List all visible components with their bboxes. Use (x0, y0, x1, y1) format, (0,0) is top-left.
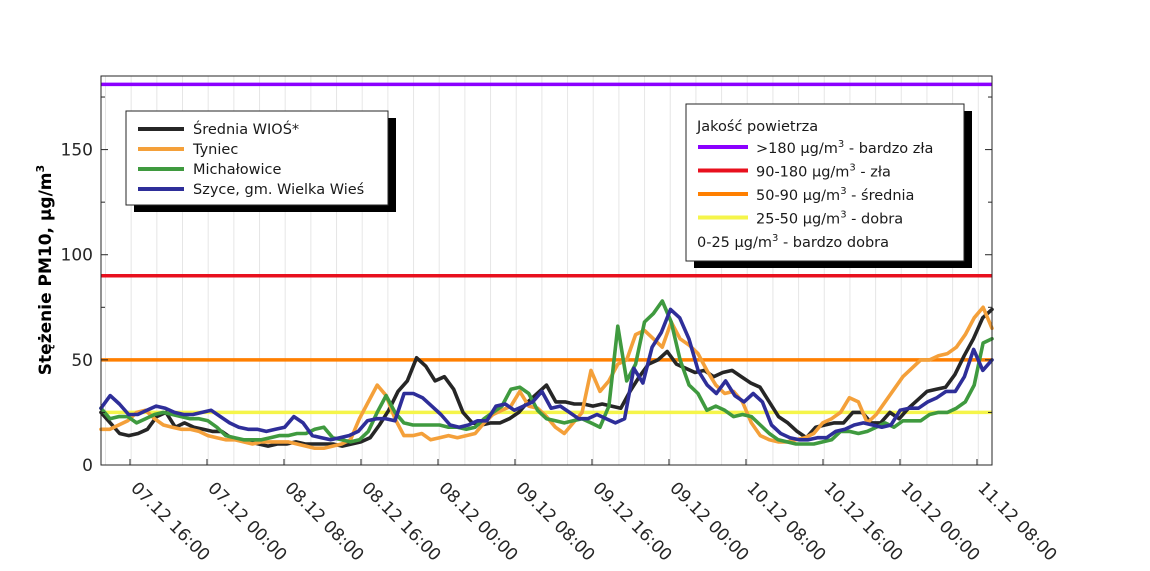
quality-legend: Jakość powietrza >180 µg/m3 - bardzo zła… (685, 103, 972, 268)
y-tick-label: 50 (71, 351, 93, 371)
x-tick-label: 10.12 08:00 (742, 478, 829, 565)
quality-label: 90-180 µg/m3 - zła (756, 163, 891, 181)
y-axis: 0 50 100 150 (61, 96, 992, 476)
x-tick-label: 11.12 08:00 (973, 478, 1060, 565)
x-tick-label: 10.12 00:00 (896, 478, 983, 565)
x-tick-label: 09.12 16:00 (588, 478, 675, 565)
plot-frame (100, 75, 993, 466)
quality-label: 25-50 µg/m3 - dobra (756, 210, 903, 228)
legend-label: Tyniec (192, 142, 238, 158)
series-legend: Średnia WIOŚ* Tyniec Michałowice Szyce, gm.… (125, 110, 396, 212)
x-tick-label: 09.12 08:00 (511, 478, 598, 565)
threshold-lines (101, 82, 992, 415)
x-tick-label: 08.12 08:00 (280, 478, 367, 565)
x-tick-label: 09.12 00:00 (665, 478, 752, 565)
y-tick-label: 100 (61, 246, 93, 266)
legend-label: Szyce, gm. Wielka Wieś (193, 182, 364, 198)
x-tick-label: 07.12 00:00 (203, 478, 290, 565)
legend-label: Michałowice (193, 162, 281, 178)
y-tick-label: 0 (82, 456, 93, 476)
x-tick-label: 08.12 16:00 (357, 478, 444, 565)
quality-label: 0-25 µg/m3 - bardzo dobra (697, 233, 889, 251)
series-lines (99, 299, 994, 451)
quality-legend-box (685, 103, 965, 262)
y-axis-label: Stężenie PM10, µg/m3 (34, 165, 56, 375)
x-tick-label: 10.12 16:00 (819, 478, 906, 565)
quality-label: >180 µg/m3 - bardzo zła (756, 139, 933, 157)
y-tick-label: 150 (61, 141, 93, 161)
quality-legend-title: Jakość powietrza (696, 119, 818, 135)
series-line (99, 307, 994, 442)
x-tick-label: 07.12 16:00 (126, 478, 213, 565)
quality-label: 50-90 µg/m3 - średnia (756, 186, 914, 204)
legend-label: Średnia WIOŚ* (193, 120, 299, 138)
x-tick-label: 08.12 00:00 (434, 478, 521, 565)
